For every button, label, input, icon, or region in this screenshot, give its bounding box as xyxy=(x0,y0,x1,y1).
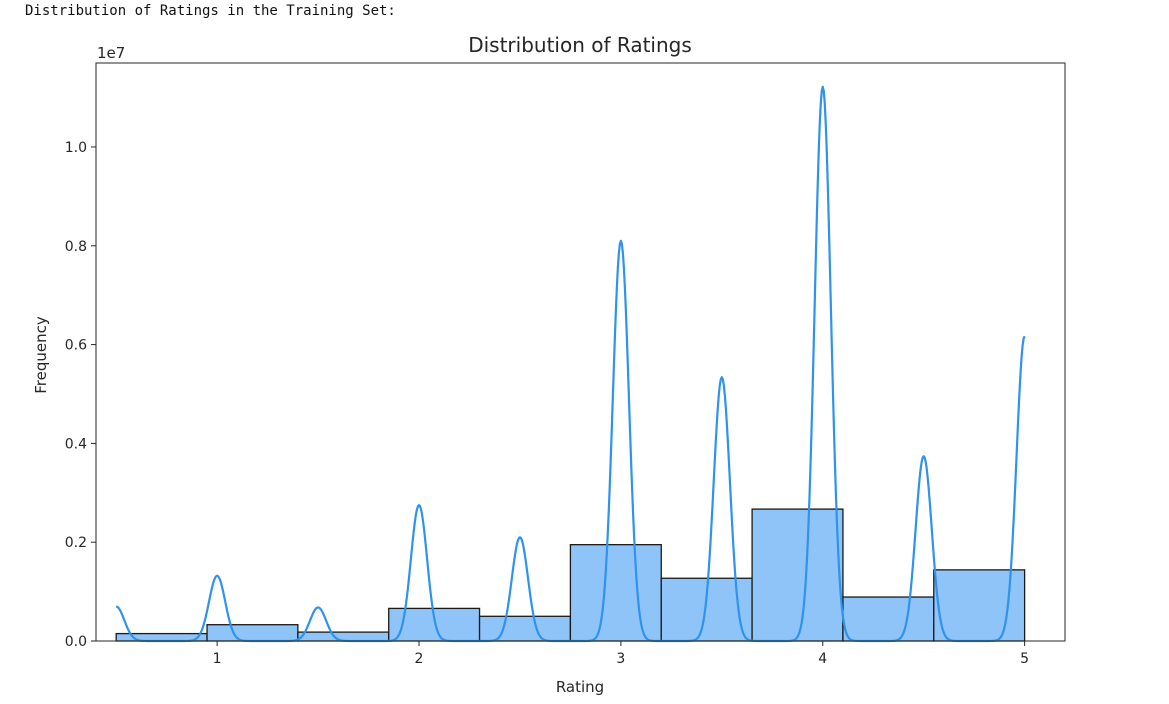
x-tick-label: 2 xyxy=(415,651,424,667)
y-tick-label: 1.0 xyxy=(65,140,87,156)
x-axis-label: Rating xyxy=(556,678,604,696)
y-axis-label: Frequency xyxy=(32,316,50,394)
histogram-bar-5 xyxy=(478,615,572,642)
y-tick-label: 0.2 xyxy=(65,535,87,551)
histogram-bar-2 xyxy=(206,624,299,642)
y-tick-label: 0.8 xyxy=(65,239,87,255)
histogram-bars xyxy=(115,508,1026,642)
histogram-bar-6 xyxy=(569,544,662,642)
y-axis-offset-label: 1e7 xyxy=(97,44,125,62)
y-tick-label: 0.6 xyxy=(65,338,87,354)
x-tick-label: 4 xyxy=(818,651,827,667)
y-tick-label: 0.0 xyxy=(65,634,87,650)
x-axis-ticks: 1 2 3 4 5 xyxy=(213,641,1029,667)
chart-title: Distribution of Ratings xyxy=(468,33,692,57)
x-tick-label: 5 xyxy=(1020,651,1029,667)
histogram-bar-9 xyxy=(842,596,935,642)
x-tick-label: 3 xyxy=(616,651,625,667)
cell-output-text: Distribution of Ratings in the Training … xyxy=(25,3,396,19)
histogram-bar-8 xyxy=(751,508,844,642)
plot-frame xyxy=(95,62,1066,642)
x-tick-label: 1 xyxy=(213,651,222,667)
y-axis-ticks: 0.0 0.2 0.4 0.6 0.8 1.0 xyxy=(65,140,96,650)
y-tick-label: 0.4 xyxy=(65,436,87,452)
